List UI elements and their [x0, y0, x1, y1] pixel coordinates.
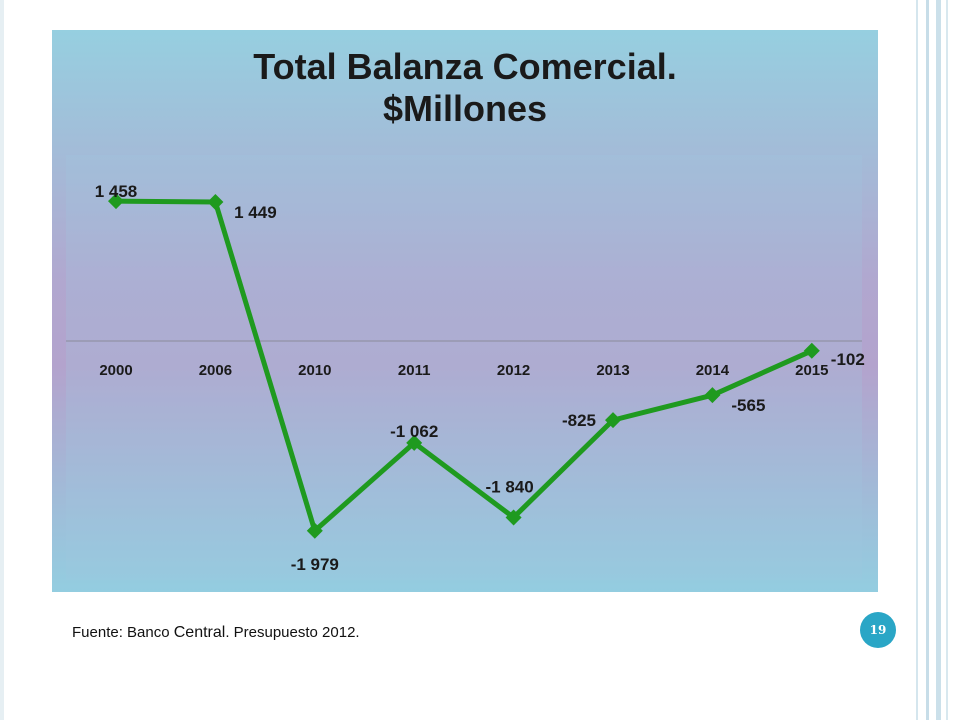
x-tick-label: 2000: [99, 362, 132, 379]
x-tick-label: 2011: [398, 362, 431, 379]
data-label: -1 979: [291, 555, 339, 574]
plot-area: [66, 155, 862, 580]
chart-title: Total Balanza Comercial. $Millones: [52, 46, 878, 130]
data-label: -1 840: [485, 477, 533, 496]
page-number-badge: 19: [860, 612, 896, 648]
source-suffix: . Presupuesto 2012.: [225, 624, 360, 641]
data-point: [704, 387, 721, 404]
chart-title-line2: $Millones: [382, 88, 548, 129]
x-tick-label: 2006: [199, 362, 232, 379]
x-tick-label: 2012: [497, 362, 530, 379]
data-point: [505, 509, 522, 526]
x-tick-label: 2010: [298, 362, 331, 379]
data-label: 1 449: [234, 203, 277, 222]
page-number: 19: [869, 623, 887, 637]
data-point: [406, 434, 423, 451]
x-tick-label: 2013: [596, 362, 629, 379]
series-line: [115, 198, 813, 534]
data-point: [306, 522, 323, 539]
data-label: -102: [831, 350, 865, 369]
source-prefix: Fuente: Banco: [72, 624, 174, 641]
source-note: Fuente: Banco Central. Presupuesto 2012.: [72, 624, 360, 642]
data-point: [803, 342, 820, 359]
x-tick-label: 2014: [696, 362, 730, 379]
chart-title-line1: Total Balanza Comercial.: [253, 46, 677, 87]
data-label: 1 458: [95, 182, 138, 201]
data-point: [207, 194, 224, 211]
data-label: -565: [731, 396, 765, 415]
data-label: -825: [562, 411, 596, 430]
source-emph: Central: [173, 624, 226, 641]
data-point: [605, 412, 621, 429]
data-label: -1 062: [390, 422, 438, 441]
x-tick-label: 2015: [795, 362, 828, 379]
data-point: [108, 193, 124, 210]
chart-panel: [52, 30, 878, 592]
